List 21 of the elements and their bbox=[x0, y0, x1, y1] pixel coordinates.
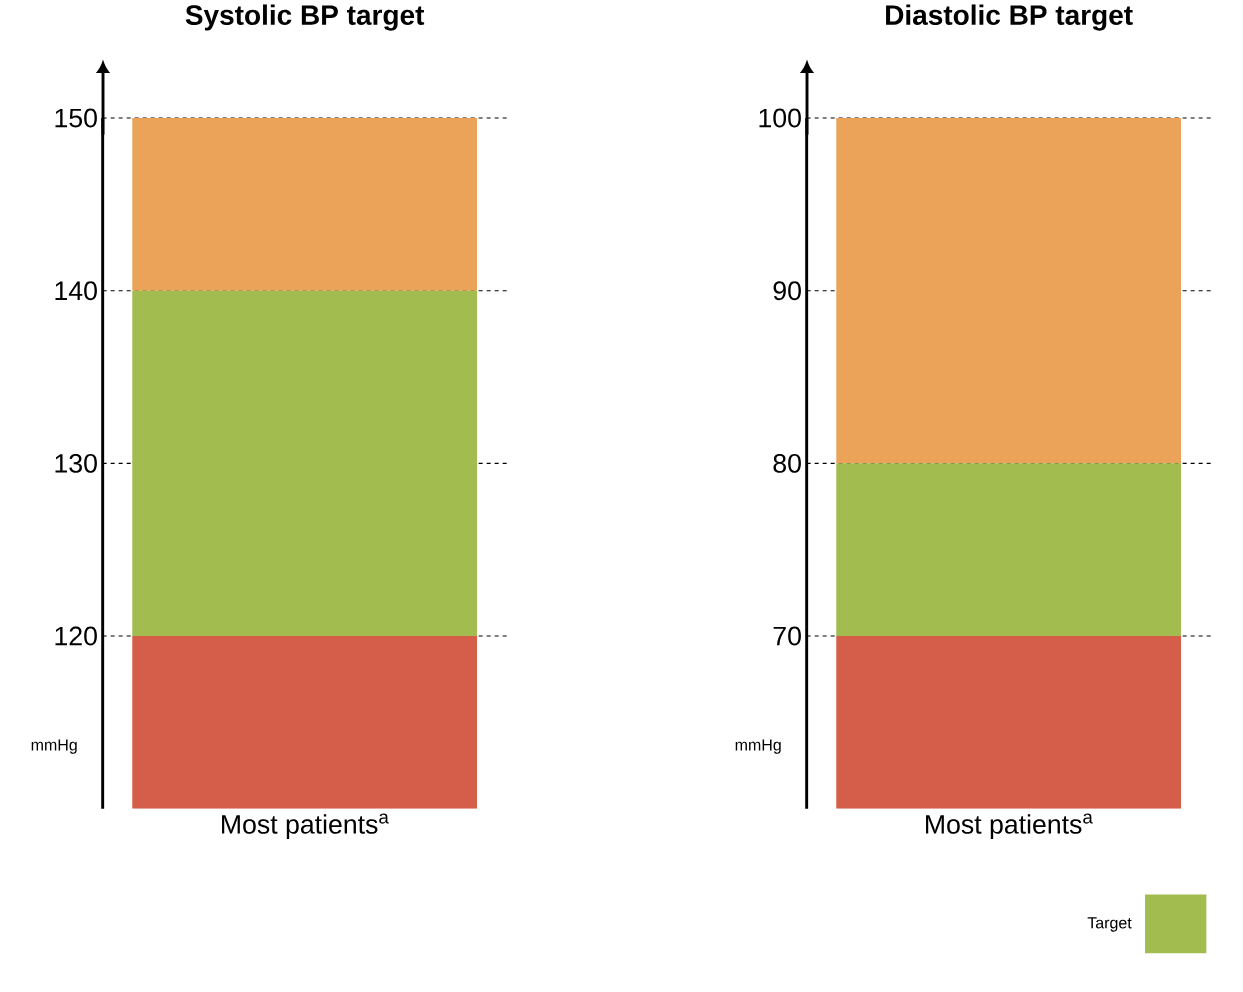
y-tick-label: 70 bbox=[773, 626, 801, 646]
bar bbox=[836, 636, 1182, 809]
chart-title: Diastolic BP target bbox=[886, 4, 1133, 31]
y-axis-title: mmHg bbox=[31, 739, 77, 754]
bar bbox=[132, 290, 478, 637]
y-axis-title: mmHg bbox=[735, 739, 781, 754]
bar bbox=[836, 118, 1182, 464]
x-tick-label: Most patients$^{a}$ bbox=[222, 813, 389, 840]
text: Target bbox=[1087, 917, 1132, 932]
y-tick-label: 120 bbox=[55, 626, 97, 646]
y-tick-label: 90 bbox=[773, 281, 801, 301]
chart-title: Systolic BP target bbox=[185, 4, 425, 31]
y-tick-label: 150 bbox=[55, 108, 97, 128]
y-tick-label: 80 bbox=[773, 454, 801, 473]
x-tick-label: Most patients$^{a}$ bbox=[926, 813, 1093, 840]
y-tick-label: 140 bbox=[55, 281, 97, 301]
y-tick-label: 100 bbox=[759, 108, 801, 128]
bar bbox=[132, 636, 478, 809]
bar bbox=[132, 118, 478, 291]
bar bbox=[836, 463, 1182, 637]
y-tick-label: 130 bbox=[55, 454, 97, 473]
